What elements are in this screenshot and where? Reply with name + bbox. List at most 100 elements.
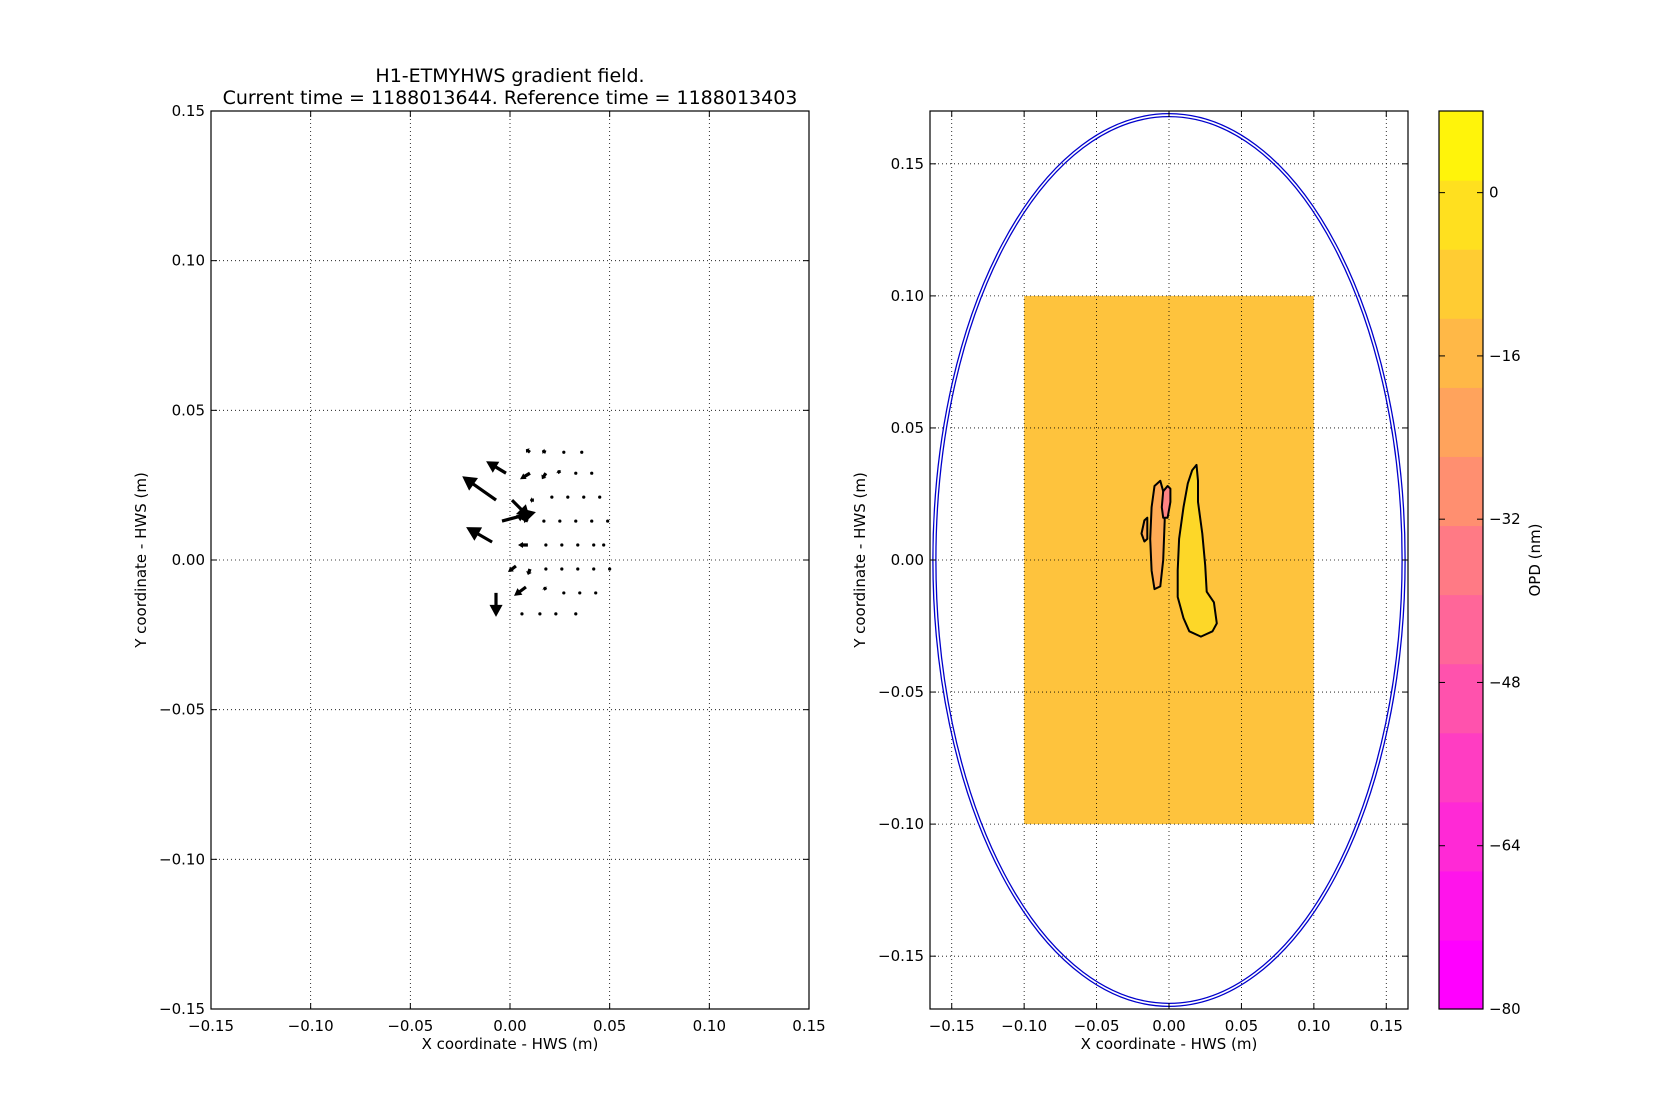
colorbar-band xyxy=(1439,594,1483,665)
vector-arrow xyxy=(529,497,534,504)
vector-arrow xyxy=(520,471,531,480)
vector-arrow xyxy=(582,495,586,499)
right-x-tick-label: 0.05 xyxy=(1225,1017,1258,1035)
colorbar-tick-label: −16 xyxy=(1489,347,1521,365)
vector-arrow xyxy=(606,519,610,523)
vector-arrow xyxy=(560,543,564,547)
left-y-tick-label: 0.05 xyxy=(172,401,205,419)
colorbar-band xyxy=(1439,939,1483,1010)
vector-arrow xyxy=(576,543,580,547)
colorbar-tick-label: 0 xyxy=(1489,184,1499,202)
colorbar-band xyxy=(1439,663,1483,734)
vector-arrow xyxy=(590,519,594,523)
vector-arrow xyxy=(608,567,612,571)
vector-arrow xyxy=(541,472,548,480)
vector-arrow xyxy=(525,448,531,454)
colorbar-band xyxy=(1439,456,1483,527)
vector-arrow xyxy=(578,591,582,595)
left-y-tick-label: −0.10 xyxy=(159,850,205,868)
colorbar: 0 −16 −32 −48 −64 −80 OPD (nm) xyxy=(1438,110,1544,1018)
right-y-tick-label: 0.15 xyxy=(891,155,924,173)
vector-arrow xyxy=(580,450,584,454)
right-x-tick-label: 0.15 xyxy=(1370,1017,1403,1035)
right-x-tick-label: 0.10 xyxy=(1297,1017,1330,1035)
vector-arrow xyxy=(560,567,564,571)
contour-layer xyxy=(1140,463,1218,638)
grid-lines xyxy=(211,111,809,1009)
vector-arrow xyxy=(544,567,548,571)
left-x-tick-label: 0.05 xyxy=(593,1017,626,1035)
vector-arrow xyxy=(542,519,546,523)
gradient-field-panel: H1-ETMYHWS gradient field. Current time … xyxy=(132,65,826,1053)
y-axis-ticks: −0.15 −0.10 −0.05 0.00 0.05 0.10 0.15 xyxy=(878,155,1408,965)
vector-arrow xyxy=(514,585,527,596)
y-axis-label: Y coordinate - HWS (m) xyxy=(851,472,869,649)
vector-arrow xyxy=(541,448,547,455)
left-x-tick-label: 0.10 xyxy=(693,1017,726,1035)
right-y-tick-label: 0.10 xyxy=(891,287,924,305)
contour-level xyxy=(1176,463,1218,638)
left-x-tick-label: 0.15 xyxy=(792,1017,825,1035)
vector-arrow xyxy=(590,471,594,475)
y-axis-ticks: −0.15 −0.10 −0.05 0.00 0.05 0.10 0.15 xyxy=(159,102,809,1018)
vector-arrow xyxy=(574,519,578,523)
vector-arrow xyxy=(574,612,578,616)
left-y-tick-label: −0.15 xyxy=(159,1000,205,1018)
colorbar-band xyxy=(1439,801,1483,872)
right-x-tick-label: −0.10 xyxy=(1001,1017,1047,1035)
vector-arrow xyxy=(526,568,532,575)
y-axis-label: Y coordinate - HWS (m) xyxy=(132,472,150,649)
right-x-tick-label: 0.00 xyxy=(1152,1017,1185,1035)
chart-title: H1-ETMYHWS gradient field. xyxy=(375,65,644,87)
vector-arrow xyxy=(562,450,566,454)
left-y-tick-label: 0.15 xyxy=(172,102,205,120)
vector-arrow xyxy=(554,612,558,616)
vector-arrow xyxy=(489,592,503,617)
colorbar-label: OPD (nm) xyxy=(1526,524,1544,597)
vector-arrow xyxy=(558,519,562,523)
colorbar-bands xyxy=(1439,111,1483,1010)
colorbar-band xyxy=(1439,318,1483,388)
vector-arrow xyxy=(550,495,554,499)
vector-arrow xyxy=(576,567,580,571)
right-y-tick-label: 0.00 xyxy=(891,551,924,569)
vector-arrow xyxy=(462,476,497,502)
colorbar-tick-label: −32 xyxy=(1489,510,1521,528)
vector-arrow xyxy=(486,461,507,475)
vector-arrow xyxy=(562,591,566,595)
colorbar-band xyxy=(1439,387,1483,457)
grid-lines xyxy=(930,111,1408,1009)
vector-arrow xyxy=(538,612,542,616)
colorbar-tick-label: −64 xyxy=(1489,837,1521,855)
vector-arrow xyxy=(566,495,570,499)
colorbar-ticks: 0 −16 −32 −48 −64 −80 xyxy=(1439,184,1521,1018)
x-axis-ticks: −0.15 −0.10 −0.05 0.00 0.05 0.10 0.15 xyxy=(929,111,1403,1035)
right-y-tick-label: −0.10 xyxy=(878,815,924,833)
vector-arrow xyxy=(508,564,517,572)
vector-arrow xyxy=(466,527,493,544)
right-y-tick-label: −0.15 xyxy=(878,947,924,965)
vector-arrow xyxy=(602,543,606,547)
vector-arrow xyxy=(520,612,524,616)
left-x-tick-label: −0.15 xyxy=(188,1017,234,1035)
vector-arrow xyxy=(598,495,602,499)
vector-arrow xyxy=(592,567,596,571)
colorbar-band xyxy=(1439,870,1483,941)
colorbar-band xyxy=(1439,249,1483,319)
vector-arrow xyxy=(518,542,528,548)
colorbar-tick-label: −80 xyxy=(1489,1000,1521,1018)
left-y-tick-label: 0.00 xyxy=(172,551,205,569)
x-axis-label: X coordinate - HWS (m) xyxy=(1081,1035,1258,1053)
left-y-tick-label: −0.05 xyxy=(159,701,205,719)
contour-level xyxy=(1140,516,1149,543)
left-x-tick-label: −0.10 xyxy=(288,1017,334,1035)
colorbar-band xyxy=(1439,525,1483,596)
colorbar-band xyxy=(1439,180,1483,250)
vector-arrow xyxy=(594,591,598,595)
vector-arrow xyxy=(516,514,529,523)
vector-arrow xyxy=(592,543,596,547)
contour-level xyxy=(1160,485,1172,519)
right-x-tick-label: −0.05 xyxy=(1074,1017,1120,1035)
chart-subtitle: Current time = 1188013644. Reference tim… xyxy=(223,87,798,109)
